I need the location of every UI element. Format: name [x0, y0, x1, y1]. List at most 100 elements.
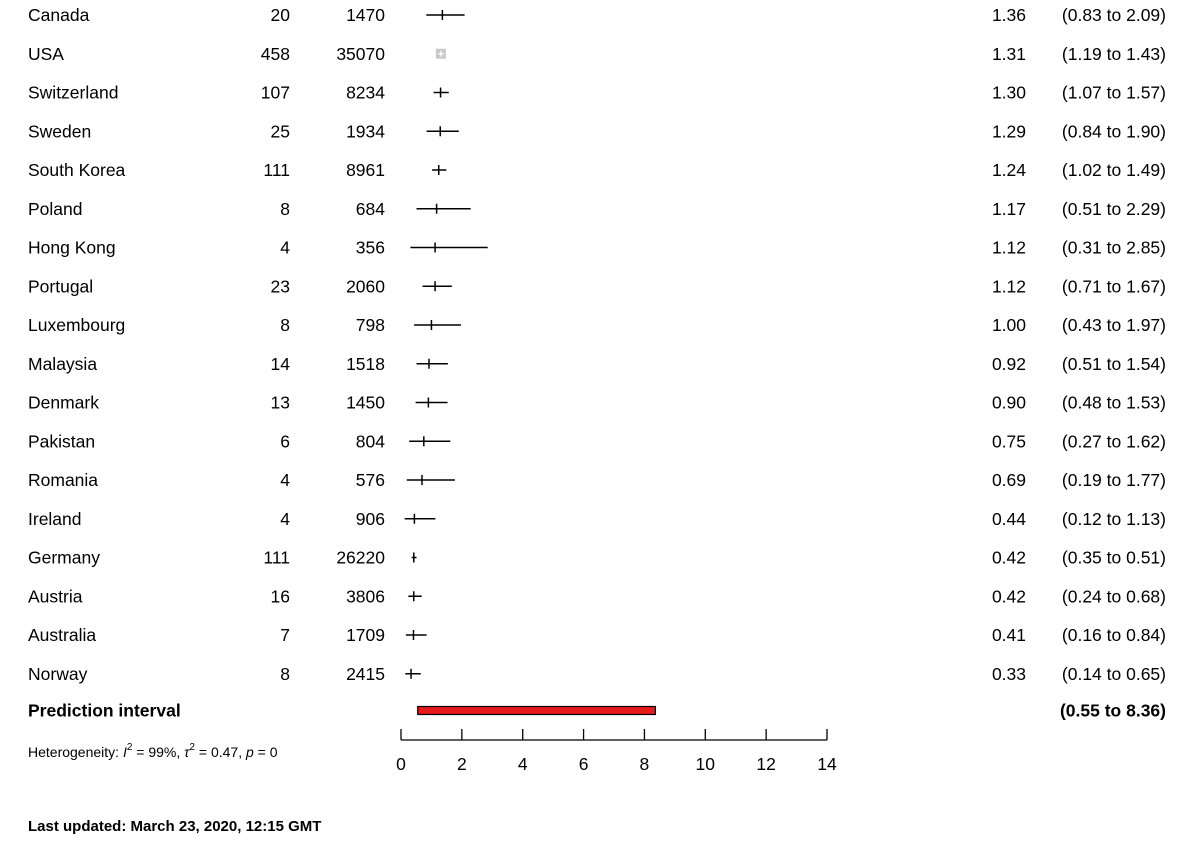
study-total: 3806 [346, 586, 385, 606]
study-ci: (1.07 to 1.57) [1062, 83, 1166, 103]
study-label: Romania [28, 470, 98, 490]
study-total: 1470 [346, 5, 385, 25]
study-estimate: 0.90 [992, 393, 1026, 413]
axis-tick-label: 12 [756, 754, 775, 774]
study-label: Switzerland [28, 83, 118, 103]
x-axis: 0 2 4 6 8 10 12 14 [396, 729, 837, 774]
prediction-interval-ci: (0.55 to 8.36) [1060, 701, 1166, 721]
study-estimate: 1.00 [992, 315, 1026, 335]
study-ci: (0.24 to 0.68) [1062, 586, 1166, 606]
study-row: Ireland 4 906 0.44 (0.12 to 1.13) [28, 509, 1166, 529]
study-ci: (0.19 to 1.77) [1062, 470, 1166, 490]
study-ci: (0.31 to 2.85) [1062, 238, 1166, 258]
study-estimate: 0.41 [992, 625, 1026, 645]
study-events: 8 [280, 664, 290, 684]
study-ci: (0.12 to 1.13) [1062, 509, 1166, 529]
study-total: 1934 [346, 121, 385, 141]
axis-tick-label: 8 [640, 754, 650, 774]
study-label: Germany [28, 548, 100, 568]
axis-tick-label: 4 [518, 754, 528, 774]
study-ci: (0.14 to 0.65) [1062, 664, 1166, 684]
study-total: 8961 [346, 160, 385, 180]
study-label: Denmark [28, 393, 99, 413]
study-estimate: 0.33 [992, 664, 1026, 684]
prediction-interval-label: Prediction interval [28, 701, 181, 721]
study-label: Norway [28, 664, 88, 684]
last-updated-text: Last updated: March 23, 2020, 12:15 GMT [28, 818, 322, 835]
study-events: 111 [263, 548, 290, 568]
prediction-interval-row: Prediction interval (0.55 to 8.36) [28, 701, 1166, 721]
study-estimate: 1.12 [992, 238, 1026, 258]
study-events: 7 [280, 625, 290, 645]
study-total: 26220 [336, 548, 385, 568]
study-label: USA [28, 44, 64, 64]
study-events: 23 [271, 276, 290, 296]
axis-tick-label: 6 [579, 754, 589, 774]
study-label: Pakistan [28, 431, 95, 451]
study-total: 1518 [346, 354, 385, 374]
study-row: Pakistan 6 804 0.75 (0.27 to 1.62) [28, 431, 1166, 451]
study-estimate: 1.29 [992, 121, 1026, 141]
study-label: Austria [28, 586, 83, 606]
study-total: 1450 [346, 393, 385, 413]
study-events: 20 [271, 5, 291, 25]
study-label: Canada [28, 5, 90, 25]
study-row: Norway 8 2415 0.33 (0.14 to 0.65) [28, 664, 1166, 684]
study-ci: (0.16 to 0.84) [1062, 625, 1166, 645]
study-row: Hong Kong 4 356 1.12 (0.31 to 2.85) [28, 238, 1166, 258]
study-ci: (0.48 to 1.53) [1062, 393, 1166, 413]
study-ci: (0.71 to 1.67) [1062, 276, 1166, 296]
study-row: Australia 7 1709 0.41 (0.16 to 0.84) [28, 625, 1166, 645]
study-row: Austria 16 3806 0.42 (0.24 to 0.68) [28, 586, 1166, 606]
study-ci: (0.43 to 1.97) [1062, 315, 1166, 335]
study-events: 14 [271, 354, 291, 374]
study-events: 4 [280, 509, 290, 529]
study-total: 2060 [346, 276, 385, 296]
study-ci: (0.84 to 1.90) [1062, 121, 1166, 141]
study-total: 576 [356, 470, 385, 490]
study-label: Australia [28, 625, 96, 645]
study-events: 458 [261, 44, 290, 64]
study-total: 684 [356, 199, 385, 219]
study-total: 8234 [346, 83, 385, 103]
study-estimate: 0.75 [992, 431, 1026, 451]
axis-tick-label: 0 [396, 754, 406, 774]
forest-plot: Canada 20 1470 1.36 (0.83 to 2.09)USA 458 3507… [28, 5, 1166, 774]
study-label: Sweden [28, 121, 91, 141]
study-row: South Korea 111 8961 1.24 (1.02 to 1.49) [28, 160, 1166, 180]
axis-tick-label: 10 [696, 754, 716, 774]
study-estimate: 0.69 [992, 470, 1026, 490]
study-estimate: 0.92 [992, 354, 1026, 374]
study-ci: (0.27 to 1.62) [1062, 431, 1166, 451]
study-total: 35070 [336, 44, 385, 64]
study-label: Poland [28, 199, 83, 219]
study-row: USA 458 35070 1.31 (1.19 to 1.43) [28, 44, 1166, 64]
study-total: 356 [356, 238, 385, 258]
study-total: 906 [356, 509, 385, 529]
study-total: 2415 [346, 664, 385, 684]
study-ci: (1.02 to 1.49) [1062, 160, 1166, 180]
study-events: 13 [271, 393, 290, 413]
study-events: 107 [261, 83, 290, 103]
study-row: Denmark 13 1450 0.90 (0.48 to 1.53) [28, 393, 1166, 413]
study-estimate: 1.17 [992, 199, 1026, 219]
study-row: Poland 8 684 1.17 (0.51 to 2.29) [28, 199, 1166, 219]
study-ci: (0.51 to 1.54) [1062, 354, 1166, 374]
study-ci: (0.51 to 2.29) [1062, 199, 1166, 219]
study-row: Germany 111 26220 0.42 (0.35 to 0.51) [28, 548, 1166, 568]
study-label: Luxembourg [28, 315, 125, 335]
study-row: Canada 20 1470 1.36 (0.83 to 2.09) [28, 5, 1166, 25]
study-estimate: 0.44 [992, 509, 1026, 529]
study-events: 4 [280, 470, 290, 490]
study-total: 804 [356, 431, 385, 451]
study-rows: Canada 20 1470 1.36 (0.83 to 2.09) USA 458 3507… [28, 5, 1166, 684]
axis-tick-label: 2 [457, 754, 467, 774]
study-ci: (1.19 to 1.43) [1062, 44, 1166, 64]
study-row: Romania 4 576 0.69 (0.19 to 1.77) [28, 470, 1166, 490]
study-row: Malaysia 14 1518 0.92 (0.51 to 1.54) [28, 354, 1166, 374]
study-events: 25 [271, 121, 290, 141]
study-label: South Korea [28, 160, 126, 180]
study-row: Sweden 25 1934 1.29 (0.84 to 1.90) [28, 121, 1166, 141]
study-label: Ireland [28, 509, 82, 529]
study-estimate: 0.42 [992, 548, 1026, 568]
